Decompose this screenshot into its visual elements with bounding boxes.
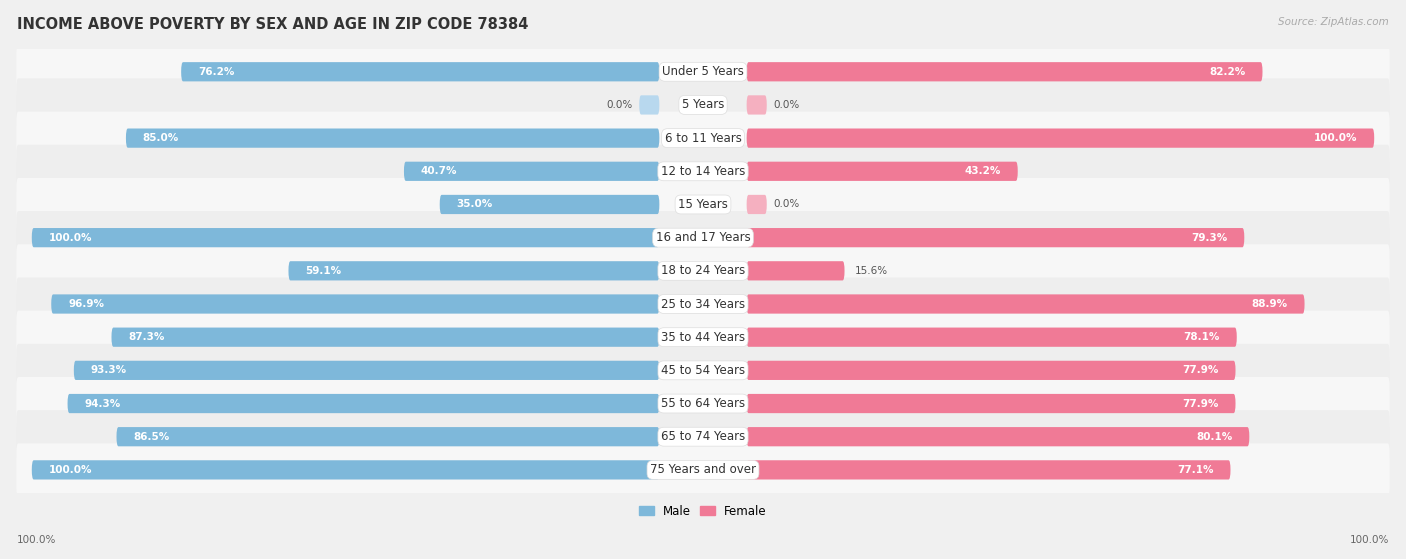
Text: 100.0%: 100.0% xyxy=(49,465,91,475)
Text: 15.6%: 15.6% xyxy=(855,266,887,276)
Text: 88.9%: 88.9% xyxy=(1251,299,1288,309)
FancyBboxPatch shape xyxy=(17,78,1389,131)
Text: 87.3%: 87.3% xyxy=(128,332,165,342)
Text: 76.2%: 76.2% xyxy=(198,67,235,77)
FancyBboxPatch shape xyxy=(747,394,1236,413)
Text: Source: ZipAtlas.com: Source: ZipAtlas.com xyxy=(1278,17,1389,27)
FancyBboxPatch shape xyxy=(747,361,1236,380)
Text: 45 to 54 Years: 45 to 54 Years xyxy=(661,364,745,377)
Text: 12 to 14 Years: 12 to 14 Years xyxy=(661,165,745,178)
Text: 35 to 44 Years: 35 to 44 Years xyxy=(661,331,745,344)
Text: 79.3%: 79.3% xyxy=(1191,233,1227,243)
Text: 59.1%: 59.1% xyxy=(305,266,342,276)
FancyBboxPatch shape xyxy=(747,295,1305,314)
Text: 0.0%: 0.0% xyxy=(773,200,800,210)
FancyBboxPatch shape xyxy=(747,162,1018,181)
FancyBboxPatch shape xyxy=(440,195,659,214)
Text: INCOME ABOVE POVERTY BY SEX AND AGE IN ZIP CODE 78384: INCOME ABOVE POVERTY BY SEX AND AGE IN Z… xyxy=(17,17,529,32)
Text: 0.0%: 0.0% xyxy=(606,100,633,110)
Text: 15 Years: 15 Years xyxy=(678,198,728,211)
Text: 6 to 11 Years: 6 to 11 Years xyxy=(665,131,741,145)
FancyBboxPatch shape xyxy=(17,244,1389,297)
FancyBboxPatch shape xyxy=(747,460,1230,480)
Text: 80.1%: 80.1% xyxy=(1197,432,1233,442)
FancyBboxPatch shape xyxy=(51,295,659,314)
Text: 100.0%: 100.0% xyxy=(1315,133,1357,143)
FancyBboxPatch shape xyxy=(288,261,659,281)
Text: 100.0%: 100.0% xyxy=(1350,535,1389,545)
Text: 77.9%: 77.9% xyxy=(1182,366,1219,375)
FancyBboxPatch shape xyxy=(75,361,659,380)
FancyBboxPatch shape xyxy=(32,228,659,247)
FancyBboxPatch shape xyxy=(17,112,1389,165)
FancyBboxPatch shape xyxy=(17,277,1389,330)
Text: 25 to 34 Years: 25 to 34 Years xyxy=(661,297,745,310)
Text: 78.1%: 78.1% xyxy=(1184,332,1220,342)
Legend: Male, Female: Male, Female xyxy=(634,500,772,523)
Text: Under 5 Years: Under 5 Years xyxy=(662,65,744,78)
Text: 5 Years: 5 Years xyxy=(682,98,724,111)
FancyBboxPatch shape xyxy=(17,145,1389,198)
FancyBboxPatch shape xyxy=(17,45,1389,98)
Text: 93.3%: 93.3% xyxy=(90,366,127,375)
FancyBboxPatch shape xyxy=(747,261,845,281)
Text: 65 to 74 Years: 65 to 74 Years xyxy=(661,430,745,443)
FancyBboxPatch shape xyxy=(17,178,1389,231)
FancyBboxPatch shape xyxy=(17,377,1389,430)
Text: 16 and 17 Years: 16 and 17 Years xyxy=(655,231,751,244)
FancyBboxPatch shape xyxy=(17,410,1389,463)
Text: 75 Years and over: 75 Years and over xyxy=(650,463,756,476)
Text: 0.0%: 0.0% xyxy=(773,100,800,110)
FancyBboxPatch shape xyxy=(747,195,766,214)
Text: 35.0%: 35.0% xyxy=(457,200,492,210)
FancyBboxPatch shape xyxy=(747,427,1250,446)
Text: 77.9%: 77.9% xyxy=(1182,399,1219,409)
Text: 96.9%: 96.9% xyxy=(67,299,104,309)
FancyBboxPatch shape xyxy=(181,62,659,82)
Text: 86.5%: 86.5% xyxy=(134,432,170,442)
FancyBboxPatch shape xyxy=(67,394,659,413)
Text: 18 to 24 Years: 18 to 24 Years xyxy=(661,264,745,277)
FancyBboxPatch shape xyxy=(747,328,1237,347)
FancyBboxPatch shape xyxy=(17,211,1389,264)
FancyBboxPatch shape xyxy=(747,129,1374,148)
FancyBboxPatch shape xyxy=(404,162,659,181)
Text: 100.0%: 100.0% xyxy=(17,535,56,545)
Text: 85.0%: 85.0% xyxy=(142,133,179,143)
Text: 55 to 64 Years: 55 to 64 Years xyxy=(661,397,745,410)
Text: 94.3%: 94.3% xyxy=(84,399,121,409)
Text: 40.7%: 40.7% xyxy=(420,166,457,176)
FancyBboxPatch shape xyxy=(17,311,1389,364)
FancyBboxPatch shape xyxy=(32,460,659,480)
FancyBboxPatch shape xyxy=(747,228,1244,247)
FancyBboxPatch shape xyxy=(111,328,659,347)
FancyBboxPatch shape xyxy=(117,427,659,446)
Text: 43.2%: 43.2% xyxy=(965,166,1001,176)
FancyBboxPatch shape xyxy=(747,62,1263,82)
Text: 82.2%: 82.2% xyxy=(1209,67,1246,77)
Text: 77.1%: 77.1% xyxy=(1177,465,1213,475)
FancyBboxPatch shape xyxy=(747,96,766,115)
Text: 100.0%: 100.0% xyxy=(49,233,91,243)
FancyBboxPatch shape xyxy=(127,129,659,148)
FancyBboxPatch shape xyxy=(17,344,1389,397)
FancyBboxPatch shape xyxy=(17,443,1389,496)
FancyBboxPatch shape xyxy=(640,96,659,115)
